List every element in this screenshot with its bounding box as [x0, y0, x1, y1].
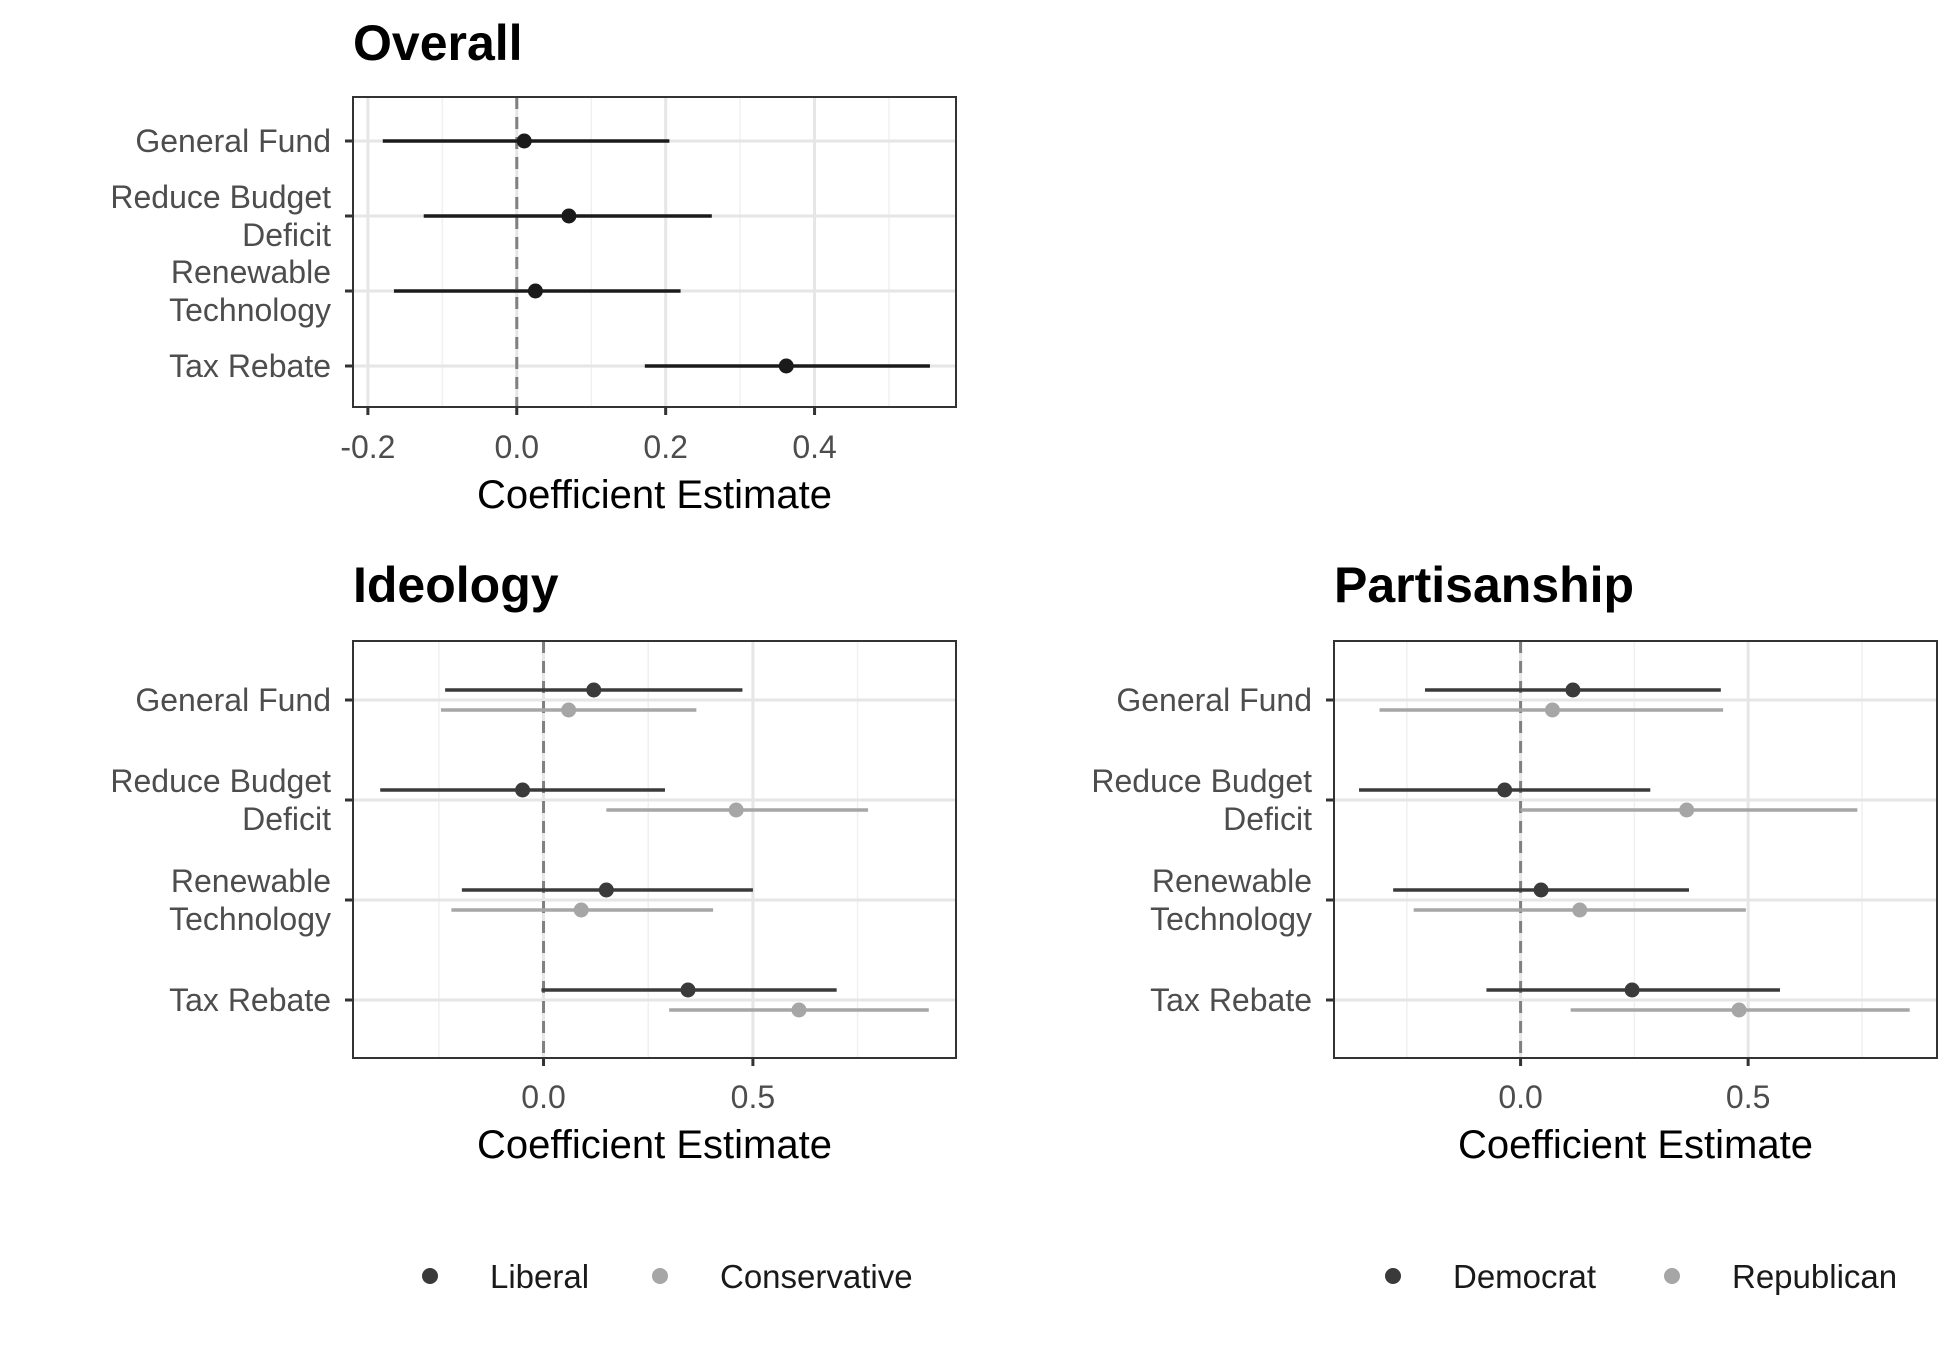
x-axis-label: Coefficient Estimate	[1458, 1123, 1813, 1167]
x-axis-label: Coefficient Estimate	[477, 1123, 832, 1167]
x-axis-label: Coefficient Estimate	[477, 473, 832, 517]
legend-key-liberal	[422, 1268, 438, 1284]
x-tick-label: 0.0	[521, 1079, 565, 1115]
point-estimate	[1497, 782, 1513, 798]
panel-title: Partisanship	[1334, 557, 1634, 613]
legend-label-democrat: Democrat	[1453, 1258, 1596, 1295]
y-tick-label: Reduce Budget Deficit	[110, 179, 331, 253]
point-estimate	[1731, 1002, 1747, 1018]
point-estimate	[586, 682, 602, 698]
series-estimate	[382, 133, 930, 374]
point-estimate	[791, 1002, 807, 1018]
x-tick-label: 0.5	[1726, 1079, 1770, 1115]
y-tick-label-line: Deficit	[242, 217, 331, 253]
point-estimate	[1544, 702, 1560, 718]
point-estimate	[1679, 802, 1695, 818]
panel-border	[1333, 640, 1938, 1059]
y-tick-label: Reduce Budget Deficit	[110, 763, 331, 837]
y-tick-label: Reduce Budget Deficit	[1091, 763, 1312, 837]
y-tick-label-line: Tax Rebate	[169, 982, 331, 1018]
point-estimate	[515, 782, 531, 798]
point-estimate	[598, 882, 614, 898]
point-estimate	[1624, 982, 1640, 998]
y-tick-label-line: Tax Rebate	[169, 348, 331, 384]
panel-overall: Overall General Fund Reduce Budget DeficitR…	[110, 15, 957, 517]
y-tick-label: Renewable Technology	[169, 863, 331, 937]
panel-border	[352, 96, 957, 408]
y-tick-label-line: Renewable	[171, 863, 331, 899]
legend: Liberal Conservative	[422, 1258, 913, 1295]
point-estimate	[1565, 682, 1581, 698]
y-tick-label-line: Deficit	[242, 801, 331, 837]
legend-key-republican	[1664, 1268, 1680, 1284]
point-estimate	[1572, 902, 1588, 918]
y-tick-label-line: General Fund	[135, 682, 331, 718]
y-tick-label: Renewable Technology	[169, 254, 331, 328]
x-tick-label: 0.0	[1498, 1079, 1542, 1115]
plot-background	[353, 97, 956, 407]
series-liberal	[380, 682, 837, 998]
y-tick-label-line: Reduce Budget	[110, 179, 331, 215]
y-tick-label-line: General Fund	[135, 123, 331, 159]
legend-label-republican: Republican	[1732, 1258, 1897, 1295]
series-republican	[1379, 702, 1910, 1018]
y-tick-label-line: Tax Rebate	[1150, 982, 1312, 1018]
x-tick-label: 0.0	[495, 429, 539, 465]
y-tick-label: General Fund	[135, 123, 331, 159]
legend-label-liberal: Liberal	[490, 1258, 589, 1295]
panel-title: Overall	[353, 15, 523, 71]
x-tick-label: 0.4	[792, 429, 836, 465]
point-estimate	[778, 358, 794, 374]
legend-key-conservative	[652, 1268, 668, 1284]
y-tick-label-line: Deficit	[1223, 801, 1312, 837]
y-tick-label: Renewable Technology	[1150, 863, 1312, 937]
series-conservative	[440, 702, 929, 1018]
point-estimate	[573, 902, 589, 918]
point-estimate	[728, 802, 744, 818]
point-estimate	[527, 283, 543, 299]
x-tick-label: 0.2	[643, 429, 687, 465]
legend-key-democrat	[1385, 1268, 1401, 1284]
legend: Democrat Republican	[1385, 1258, 1897, 1295]
y-tick-label: Tax Rebate	[1150, 982, 1312, 1018]
y-tick-label-line: Technology	[169, 901, 331, 937]
x-tick-label: -0.2	[340, 429, 395, 465]
y-tick-label-line: Renewable	[171, 254, 331, 290]
x-tick-label: 0.5	[731, 1079, 775, 1115]
panel-partisanship: Partisanship General Fund Reduce Budget Def…	[1091, 557, 1938, 1295]
y-tick-label-line: General Fund	[1116, 682, 1312, 718]
y-tick-label-line: Technology	[1150, 901, 1312, 937]
point-estimate	[561, 702, 577, 718]
plot-background	[353, 641, 956, 1058]
panel-ideology: Ideology General Fund Reduce Budget Deficit…	[110, 557, 957, 1295]
y-tick-label-line: Reduce Budget	[1091, 763, 1312, 799]
y-tick-label-line: Technology	[169, 292, 331, 328]
point-estimate	[561, 208, 577, 224]
point-estimate	[1533, 882, 1549, 898]
y-tick-label: General Fund	[135, 682, 331, 718]
y-tick-label-line: Reduce Budget	[110, 763, 331, 799]
series-democrat	[1359, 682, 1780, 998]
panel-border	[352, 640, 957, 1059]
point-estimate	[516, 133, 532, 149]
legend-label-conservative: Conservative	[720, 1258, 913, 1295]
panel-title: Ideology	[353, 557, 559, 613]
y-tick-label: Tax Rebate	[169, 348, 331, 384]
y-tick-label-line: Renewable	[1152, 863, 1312, 899]
point-estimate	[680, 982, 696, 998]
y-tick-label: Tax Rebate	[169, 982, 331, 1018]
y-tick-label: General Fund	[1116, 682, 1312, 718]
